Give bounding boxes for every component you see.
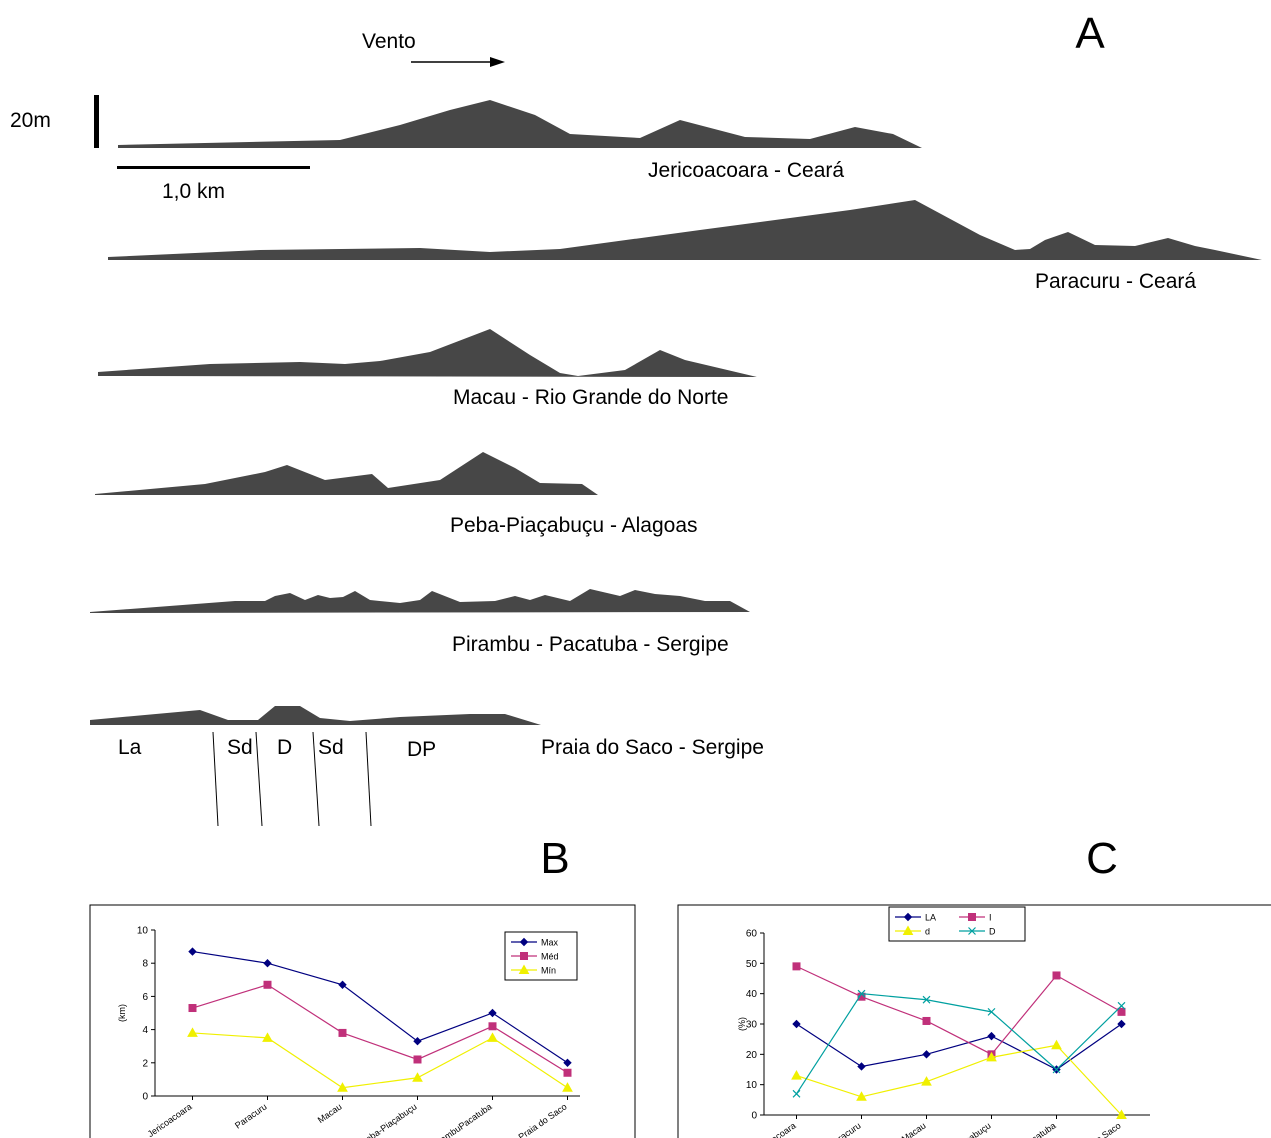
legend-label: Max xyxy=(541,938,559,948)
profile-label: Macau - Rio Grande do Norte xyxy=(453,386,728,409)
y-tick-label: 0 xyxy=(751,1111,757,1122)
x-tick-label: Paracuru xyxy=(827,1120,863,1138)
y-tick-label: 2 xyxy=(142,1058,148,1069)
zone-label: D xyxy=(277,736,292,759)
profile xyxy=(108,200,1262,260)
profile-label: Jericoacoara - Ceará xyxy=(648,159,844,182)
marker xyxy=(1118,1021,1125,1028)
marker xyxy=(1052,1041,1061,1049)
legend-box xyxy=(889,907,1025,941)
profile xyxy=(95,452,598,495)
profile-label: Praia do Saco - Sergipe xyxy=(541,736,764,759)
x-tick-label: Peba-Piaçabuçu xyxy=(933,1120,993,1138)
x-tick-label: Jericoacoara xyxy=(146,1101,194,1138)
x-tick-label: Praia do Saco xyxy=(1071,1120,1123,1138)
panel-label: B xyxy=(540,834,569,883)
marker xyxy=(488,1033,497,1041)
marker xyxy=(564,1069,571,1076)
marker xyxy=(339,1029,346,1036)
marker xyxy=(189,1005,196,1012)
marker xyxy=(264,960,271,967)
x-tick-label: PirambuPacatuba xyxy=(993,1120,1057,1138)
marker xyxy=(923,1017,930,1024)
marker xyxy=(563,1083,572,1091)
y-tick-label: 0 xyxy=(142,1092,148,1103)
x-tick-label: Peba-Piaçabuçu xyxy=(359,1101,419,1138)
marker xyxy=(792,1071,801,1079)
marker xyxy=(923,1051,930,1058)
legend-label: Mín xyxy=(541,966,556,976)
x-tick-label: Jericoacoara xyxy=(750,1120,798,1138)
marker xyxy=(1118,1008,1125,1015)
marker xyxy=(264,981,271,988)
legend-label: D xyxy=(989,927,996,937)
marker xyxy=(521,953,528,960)
marker xyxy=(858,1063,865,1070)
panel-label: C xyxy=(1086,834,1118,883)
y-axis-label: (km) xyxy=(117,1004,127,1022)
marker xyxy=(793,963,800,970)
figure: A B C Vento 20m 1,0 km Jericoacoara - Ce… xyxy=(0,0,1271,1138)
legend-label: d xyxy=(925,927,930,937)
profile-label: Paracuru - Ceará xyxy=(1035,270,1196,293)
marker xyxy=(413,1073,422,1081)
x-tick-label: Macau xyxy=(316,1101,344,1125)
marker xyxy=(188,1028,197,1036)
y-tick-label: 20 xyxy=(746,1050,758,1061)
series-line xyxy=(193,1033,568,1088)
legend-label: Méd xyxy=(541,952,559,962)
profile xyxy=(90,589,750,613)
y-tick-label: 8 xyxy=(142,959,148,970)
x-tick-label: Praia do Saco xyxy=(517,1101,569,1138)
wind-label: Vento xyxy=(362,30,416,53)
x-tick-label: Macau xyxy=(900,1120,928,1138)
series-line xyxy=(797,994,1122,1094)
y-tick-label: 4 xyxy=(142,1025,148,1036)
y-axis-label: (%) xyxy=(737,1017,747,1031)
zone-label: Sd xyxy=(227,736,253,759)
profile-label: Pirambu - Pacatuba - Sergipe xyxy=(452,633,729,656)
marker xyxy=(414,1056,421,1063)
marker xyxy=(988,1033,995,1040)
panel-label: A xyxy=(1075,9,1105,58)
y-tick-label: 6 xyxy=(142,992,148,1003)
height-scale-bar xyxy=(94,95,99,148)
y-tick-label: 40 xyxy=(746,989,758,1000)
wind-arrowhead xyxy=(490,57,505,67)
y-tick-label: 50 xyxy=(746,959,758,970)
length-scale-label: 1,0 km xyxy=(162,180,225,203)
profile xyxy=(90,706,541,725)
profile xyxy=(118,100,922,148)
y-tick-label: 60 xyxy=(746,929,758,940)
y-tick-label: 10 xyxy=(746,1080,758,1091)
marker xyxy=(1053,972,1060,979)
length-scale-bar xyxy=(117,166,310,169)
marker xyxy=(793,1021,800,1028)
zone-label: Sd xyxy=(318,736,344,759)
marker xyxy=(189,948,196,955)
marker xyxy=(969,914,976,921)
marker xyxy=(793,1090,800,1097)
x-tick-label: PirambuPacatuba xyxy=(429,1101,493,1138)
zone-label: La xyxy=(118,736,142,759)
legend-label: I xyxy=(989,913,992,923)
profile xyxy=(98,329,757,377)
marker xyxy=(489,1010,496,1017)
marker xyxy=(564,1059,571,1066)
series-line xyxy=(797,966,1122,1054)
x-tick-label: Paracuru xyxy=(233,1101,269,1130)
profile-label: Peba-Piaçabuçu - Alagoas xyxy=(450,514,698,537)
marker xyxy=(489,1023,496,1030)
marker xyxy=(922,1077,931,1085)
zone-label: DP xyxy=(407,738,436,761)
y-tick-label: 30 xyxy=(746,1020,758,1031)
legend-label: LA xyxy=(925,913,936,923)
y-tick-label: 10 xyxy=(137,926,149,937)
height-scale-label: 20m xyxy=(10,109,51,132)
series-line xyxy=(193,985,568,1073)
